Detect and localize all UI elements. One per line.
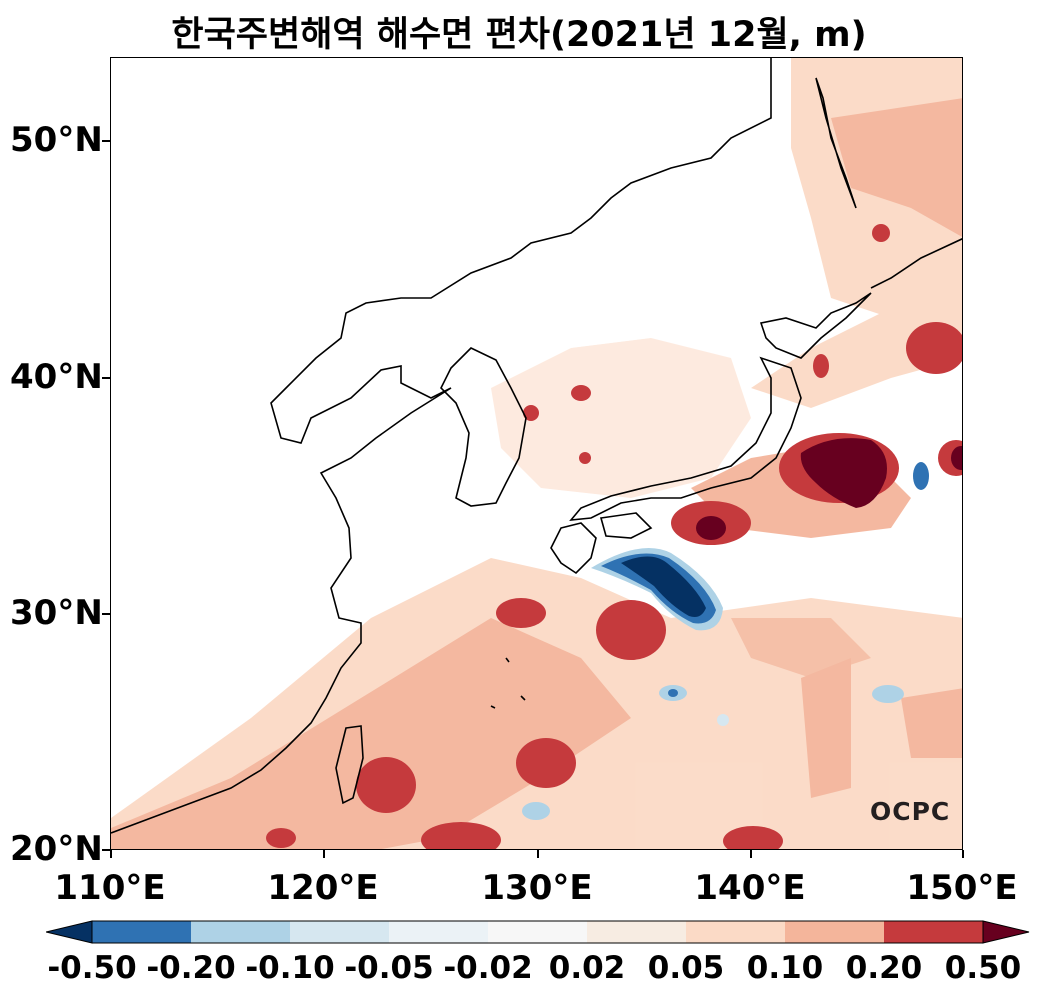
y-tick [102, 849, 110, 851]
colorbar-label: 0.02 [548, 950, 626, 986]
coastline [111, 58, 962, 834]
colorbar-label: -0.10 [245, 950, 335, 986]
y-tick-label: 50°N [10, 120, 103, 160]
colorbar [46, 920, 1030, 944]
y-tick [102, 613, 110, 615]
colorbar-label: -0.05 [344, 950, 434, 986]
colorbar-cell [884, 921, 984, 943]
colorbar-cell [92, 921, 192, 943]
y-tick-label: 30°N [10, 593, 103, 633]
colorbar-cell [389, 921, 489, 943]
colorbar-label: -0.02 [443, 950, 533, 986]
colorbar-label: -0.20 [146, 950, 236, 986]
extreme-positive-anomaly [696, 438, 962, 540]
x-tick [750, 850, 752, 858]
x-tick [323, 850, 325, 858]
y-tick [102, 140, 110, 142]
weak-positive-anomaly [111, 58, 962, 849]
x-tick-label: 140°E [694, 868, 806, 908]
x-tick [537, 850, 539, 858]
map-title: 한국주변해역 해수면 편차(2021년 12월, m) [171, 15, 867, 55]
y-tick-label: 40°N [10, 357, 103, 397]
sea-level-anomaly-map [110, 57, 963, 850]
ocpc-logo: OCPC [870, 797, 951, 826]
colorbar-cell [290, 921, 390, 943]
colorbar-label: 0.10 [746, 950, 824, 986]
x-tick [110, 850, 112, 858]
negative-anomaly [522, 462, 929, 820]
colorbar-under-arrow [46, 920, 93, 944]
colorbar-cell [785, 921, 885, 943]
colorbar-cell [488, 921, 588, 943]
colorbar-label: 0.20 [845, 950, 923, 986]
colorbar-over-arrow [982, 920, 1030, 944]
colorbar-cell [587, 921, 687, 943]
anomaly-field [111, 58, 962, 849]
x-tick [962, 850, 964, 858]
colorbar-label: 0.50 [944, 950, 1022, 986]
y-tick [102, 377, 110, 379]
x-tick-label: 130°E [481, 868, 593, 908]
colorbar-label: -0.50 [47, 950, 137, 986]
x-tick-label: 110°E [54, 868, 166, 908]
colorbar-label: 0.05 [647, 950, 725, 986]
y-tick-label: 20°N [10, 829, 103, 869]
colorbar-cell [686, 921, 786, 943]
x-tick-label: 120°E [267, 868, 379, 908]
x-tick-label: 150°E [906, 868, 1018, 908]
colorbar-cell [191, 921, 291, 943]
